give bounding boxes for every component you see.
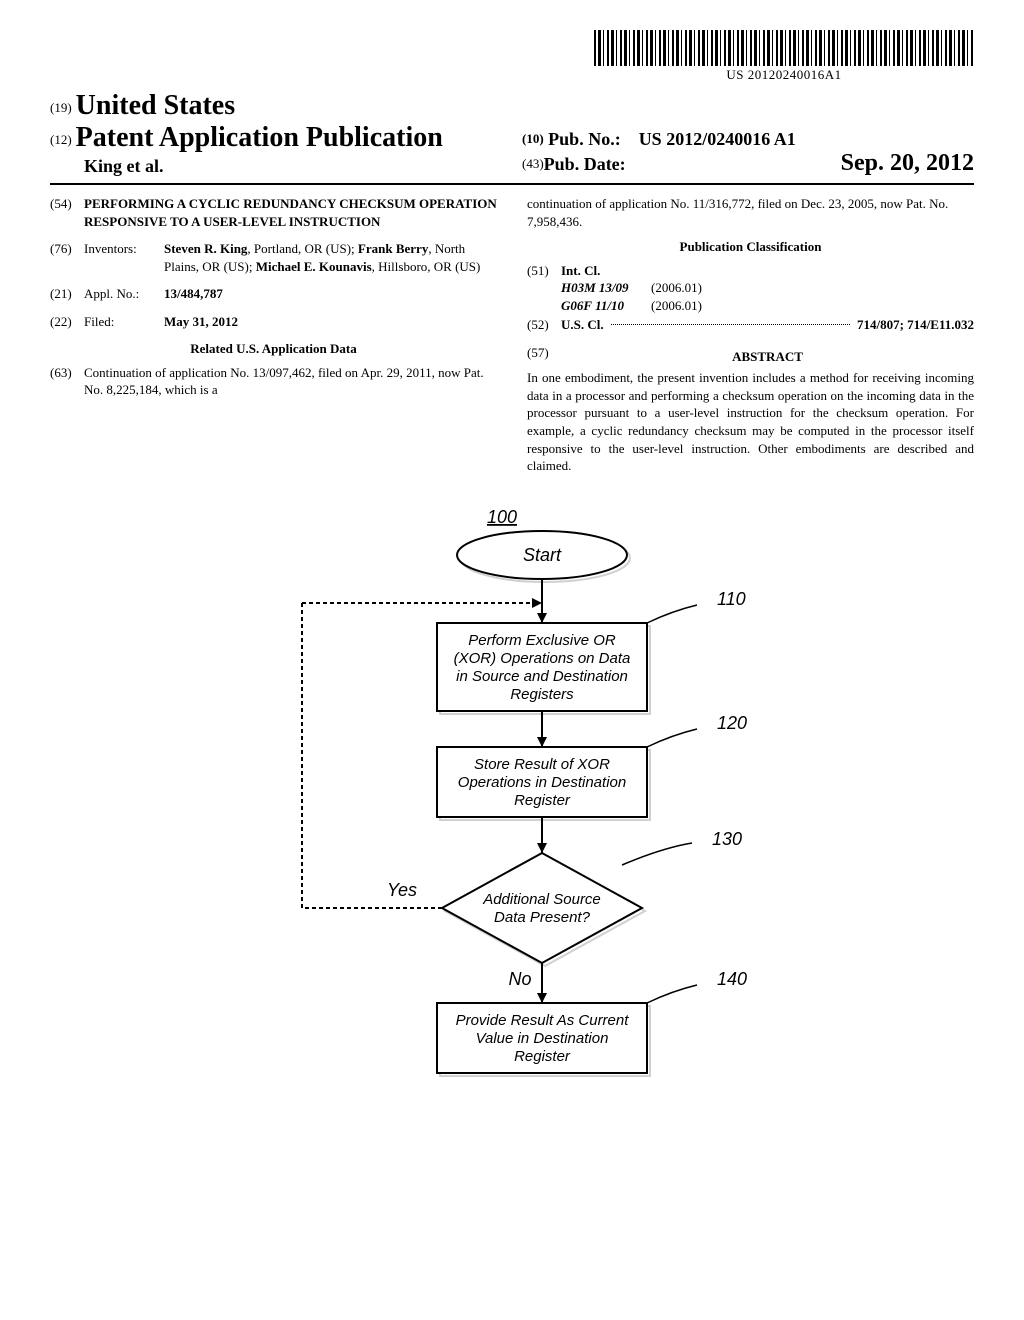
appl-code: (21) bbox=[50, 285, 84, 303]
pubdate-code: (43) bbox=[522, 156, 544, 172]
biblio: (54) PERFORMING A CYCLIC REDUNDANCY CHEC… bbox=[50, 195, 974, 475]
biblio-left: (54) PERFORMING A CYCLIC REDUNDANCY CHEC… bbox=[50, 195, 497, 475]
pubno-code: (10) bbox=[522, 131, 544, 146]
filed-value: May 31, 2012 bbox=[164, 313, 497, 331]
appl-value: 13/484,787 bbox=[164, 285, 497, 303]
inventors-row: (76) Inventors: Steven R. King, Portland… bbox=[50, 240, 497, 275]
continuation-text-right: continuation of application No. 11/316,7… bbox=[527, 195, 974, 230]
header: (19) United States (12) Patent Applicati… bbox=[50, 90, 974, 185]
pubdate-label: Pub. Date: bbox=[544, 154, 626, 175]
header-right: (10) Pub. No.: US 2012/0240016 A1 (43) P… bbox=[502, 129, 974, 177]
barcode-stripes bbox=[594, 30, 974, 66]
svg-text:Register: Register bbox=[514, 1048, 571, 1065]
related-heading: Related U.S. Application Data bbox=[50, 340, 497, 358]
pub-no-line: (10) Pub. No.: US 2012/0240016 A1 bbox=[522, 129, 974, 150]
intcl-cls-1: G06F 11/10 bbox=[561, 297, 651, 315]
abstract-text: In one embodiment, the present invention… bbox=[527, 369, 974, 474]
biblio-right: continuation of application No. 11/316,7… bbox=[527, 195, 974, 475]
svg-text:140: 140 bbox=[717, 969, 747, 989]
svg-text:Register: Register bbox=[514, 792, 571, 809]
uscl-row: (52) U.S. Cl. 714/807; 714/E11.032 bbox=[527, 316, 974, 334]
intcl-row: (51) Int. Cl. H03M 13/09 (2006.01) G06F … bbox=[527, 262, 974, 315]
svg-text:Store Result of XOR: Store Result of XOR bbox=[474, 756, 610, 773]
filed-label: Filed: bbox=[84, 313, 164, 331]
intcl-ver-0: (2006.01) bbox=[651, 279, 974, 297]
intcl-code: (51) bbox=[527, 262, 561, 315]
country-code: (19) bbox=[50, 100, 72, 115]
continuation-row: (63) Continuation of application No. 13/… bbox=[50, 364, 497, 399]
intcl-cls-0: H03M 13/09 bbox=[561, 279, 651, 297]
continuation-text-left: Continuation of application No. 13/097,4… bbox=[84, 364, 497, 399]
abstract-head-row: (57) ABSTRACT bbox=[527, 344, 974, 366]
svg-text:Data Present?: Data Present? bbox=[494, 909, 591, 926]
uscl-code: (52) bbox=[527, 316, 561, 334]
pub-date-line: (43) Pub. Date: Sep. 20, 2012 bbox=[522, 150, 974, 177]
pubno-value: US 2012/0240016 A1 bbox=[639, 129, 796, 149]
barcode-region: US 20120240016A1 bbox=[50, 30, 974, 84]
abstract-label: ABSTRACT bbox=[561, 348, 974, 366]
svg-text:110: 110 bbox=[717, 589, 746, 609]
svg-text:(XOR) Operations on Data: (XOR) Operations on Data bbox=[454, 650, 631, 667]
continuation-code: (63) bbox=[50, 364, 84, 399]
svg-text:120: 120 bbox=[717, 713, 747, 733]
country-line: (19) United States bbox=[50, 90, 502, 122]
svg-text:Operations in Destination: Operations in Destination bbox=[458, 774, 626, 791]
country-name: United States bbox=[76, 90, 235, 121]
barcode: US 20120240016A1 bbox=[594, 30, 974, 83]
pubdate-value: Sep. 20, 2012 bbox=[841, 150, 974, 177]
svg-text:in Source and Destination: in Source and Destination bbox=[456, 668, 628, 685]
abstract-code: (57) bbox=[527, 344, 561, 366]
barcode-number: US 20120240016A1 bbox=[594, 67, 974, 83]
svg-text:Start: Start bbox=[523, 545, 562, 565]
svg-text:Value in Destination: Value in Destination bbox=[476, 1030, 609, 1047]
svg-text:Additional Source: Additional Source bbox=[482, 891, 601, 908]
inventors-code: (76) bbox=[50, 240, 84, 275]
flowchart-svg: 100 Start Perform Exclusive OR(XOR) Operat… bbox=[232, 505, 792, 1185]
header-left: (19) United States (12) Patent Applicati… bbox=[50, 90, 502, 177]
pub-class-heading: Publication Classification bbox=[527, 238, 974, 256]
intcl-item-0: H03M 13/09 (2006.01) bbox=[561, 279, 974, 297]
uscl-block: U.S. Cl. 714/807; 714/E11.032 bbox=[561, 316, 974, 334]
uscl-dots bbox=[611, 324, 850, 325]
appl-label: Appl. No.: bbox=[84, 285, 164, 303]
appl-row: (21) Appl. No.: 13/484,787 bbox=[50, 285, 497, 303]
pub-type-line: (12) Patent Application Publication bbox=[50, 122, 502, 154]
filed-row: (22) Filed: May 31, 2012 bbox=[50, 313, 497, 331]
svg-text:130: 130 bbox=[712, 829, 742, 849]
pubno-label: Pub. No.: bbox=[548, 129, 621, 149]
inventors-names: Steven R. King, Portland, OR (US); Frank… bbox=[164, 240, 497, 275]
svg-text:Yes: Yes bbox=[387, 880, 417, 900]
svg-text:Provide Result As Current: Provide Result As Current bbox=[456, 1012, 630, 1029]
filed-code: (22) bbox=[50, 313, 84, 331]
authors-line: King et al. bbox=[84, 156, 502, 177]
inventors-label: Inventors: bbox=[84, 240, 164, 275]
patent-page: US 20120240016A1 (19) United States (12)… bbox=[0, 0, 1024, 1225]
intcl-ver-1: (2006.01) bbox=[651, 297, 974, 315]
svg-text:Perform Exclusive OR: Perform Exclusive OR bbox=[468, 632, 616, 649]
svg-text:No: No bbox=[508, 969, 531, 989]
flowchart: 100 Start Perform Exclusive OR(XOR) Operat… bbox=[50, 505, 974, 1185]
intcl-label: Int. Cl. bbox=[561, 262, 974, 280]
title-text: PERFORMING A CYCLIC REDUNDANCY CHECKSUM … bbox=[84, 195, 497, 230]
intcl-block: Int. Cl. H03M 13/09 (2006.01) G06F 11/10… bbox=[561, 262, 974, 315]
uscl-value: 714/807; 714/E11.032 bbox=[857, 316, 974, 334]
title-row: (54) PERFORMING A CYCLIC REDUNDANCY CHEC… bbox=[50, 195, 497, 230]
svg-text:100: 100 bbox=[487, 507, 517, 527]
uscl-label: U.S. Cl. bbox=[561, 316, 604, 334]
pub-type: Patent Application Publication bbox=[76, 122, 443, 153]
title-code: (54) bbox=[50, 195, 84, 230]
intcl-item-1: G06F 11/10 (2006.01) bbox=[561, 297, 974, 315]
pub-code: (12) bbox=[50, 132, 72, 147]
svg-text:Registers: Registers bbox=[510, 686, 574, 703]
